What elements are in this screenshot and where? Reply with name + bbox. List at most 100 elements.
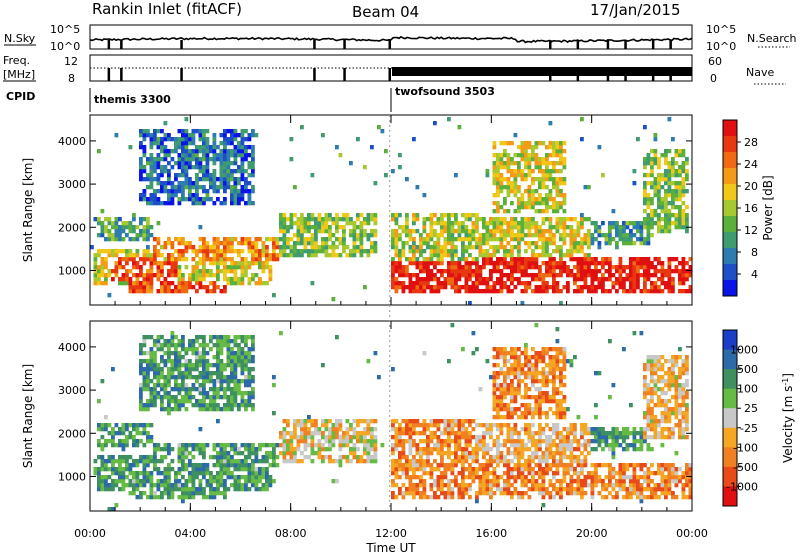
cell-1012 [296,217,301,222]
ytick-label-0: 1000 [58,264,86,277]
cell-771 [226,339,231,344]
cell-272 [156,261,161,266]
cell-72 [114,221,119,226]
cell-760 [226,395,231,400]
cell-2230 [576,221,581,226]
cell-1785 [510,483,514,488]
cell-2624 [667,189,672,194]
cell-152 [139,471,143,476]
cell-487 [188,165,192,170]
cell-633 [212,285,217,290]
cell-1399 [436,249,441,254]
cell-1560 [471,213,476,218]
cell-38 [104,427,108,432]
cell-832 [237,447,241,452]
cell-1727 [499,351,504,356]
cell-2060 [548,225,553,230]
cell-1399 [433,491,437,496]
cell-1951 [531,443,535,448]
cell-1363 [422,459,427,464]
cell-914 [254,237,259,242]
cell-105 [125,459,129,464]
cell-2082 [548,455,553,460]
cell-796 [233,137,238,142]
cell-999 [293,241,297,246]
cell-1358 [422,483,427,488]
cell-2414 [632,277,637,282]
cell-68 [114,237,119,242]
cell-1137 [349,221,353,226]
cell-1839 [517,495,521,500]
cell-1082 [324,237,329,242]
cell-355 [167,383,171,388]
cell-75 [118,487,122,492]
cell-411 [177,189,182,194]
cell-2036 [541,431,546,436]
cell-702 [223,265,227,270]
cell-2114 [555,217,560,222]
cell-830 [237,459,241,464]
cell-939 [265,237,269,242]
cell-112 [128,257,133,262]
cell-828 [240,237,245,242]
cell-292 [160,289,164,294]
cell-1319 [419,281,423,286]
cell-785 [233,193,238,198]
cell-2040 [545,185,549,190]
cell-944 [254,475,259,480]
cell-1643 [492,245,497,250]
cell-961 [279,245,283,250]
cell-2685 [678,193,682,198]
cell-830 [240,193,245,198]
cell-96 [121,443,126,448]
cell-2657 [674,225,679,230]
cell-610 [205,467,210,472]
cell-2433 [636,257,640,262]
cell-158 [139,407,143,412]
cell-1531 [468,301,472,306]
cell-2551 [657,221,661,226]
cell-410 [177,483,182,488]
cell-539 [195,129,199,134]
cell-2548 [657,257,661,262]
cell-1079 [314,431,318,436]
cell-2612 [667,269,672,274]
cell-826 [240,249,245,254]
cell-59 [111,455,115,460]
cell-1134 [338,447,343,452]
cell-1543 [468,233,472,238]
cell-1291 [412,261,416,266]
cell-2488 [646,221,651,226]
cell-2010 [538,415,542,420]
cell-2031 [541,467,546,472]
cell-2040 [541,395,546,400]
cell-902 [251,149,255,154]
cell-1522 [464,257,469,262]
colorbar-swatch-8 [723,248,737,265]
cell-782 [233,237,238,242]
cell-1289 [412,281,416,286]
cell-344 [167,467,171,472]
cell-1570 [475,245,479,250]
cell-1304 [415,285,420,290]
cell-1966 [534,161,539,166]
cell-1365 [422,447,427,452]
cell-1753 [503,351,507,356]
cell-550 [198,225,203,230]
cell-977 [268,483,273,488]
cell-949 [272,253,276,258]
cell-2028 [541,479,546,484]
cell-1317 [412,471,416,476]
cell-1708 [499,185,504,190]
cell-696 [219,491,224,496]
cell-736 [226,237,231,242]
cell-1393 [436,281,441,286]
cell-1060 [303,419,308,424]
cell-1627 [489,257,493,262]
cell-1824 [517,241,521,246]
cell-128 [132,463,136,468]
cell-1506 [457,459,462,464]
cell-803 [233,459,238,464]
cell-748 [226,137,231,142]
cell-109 [128,281,133,286]
